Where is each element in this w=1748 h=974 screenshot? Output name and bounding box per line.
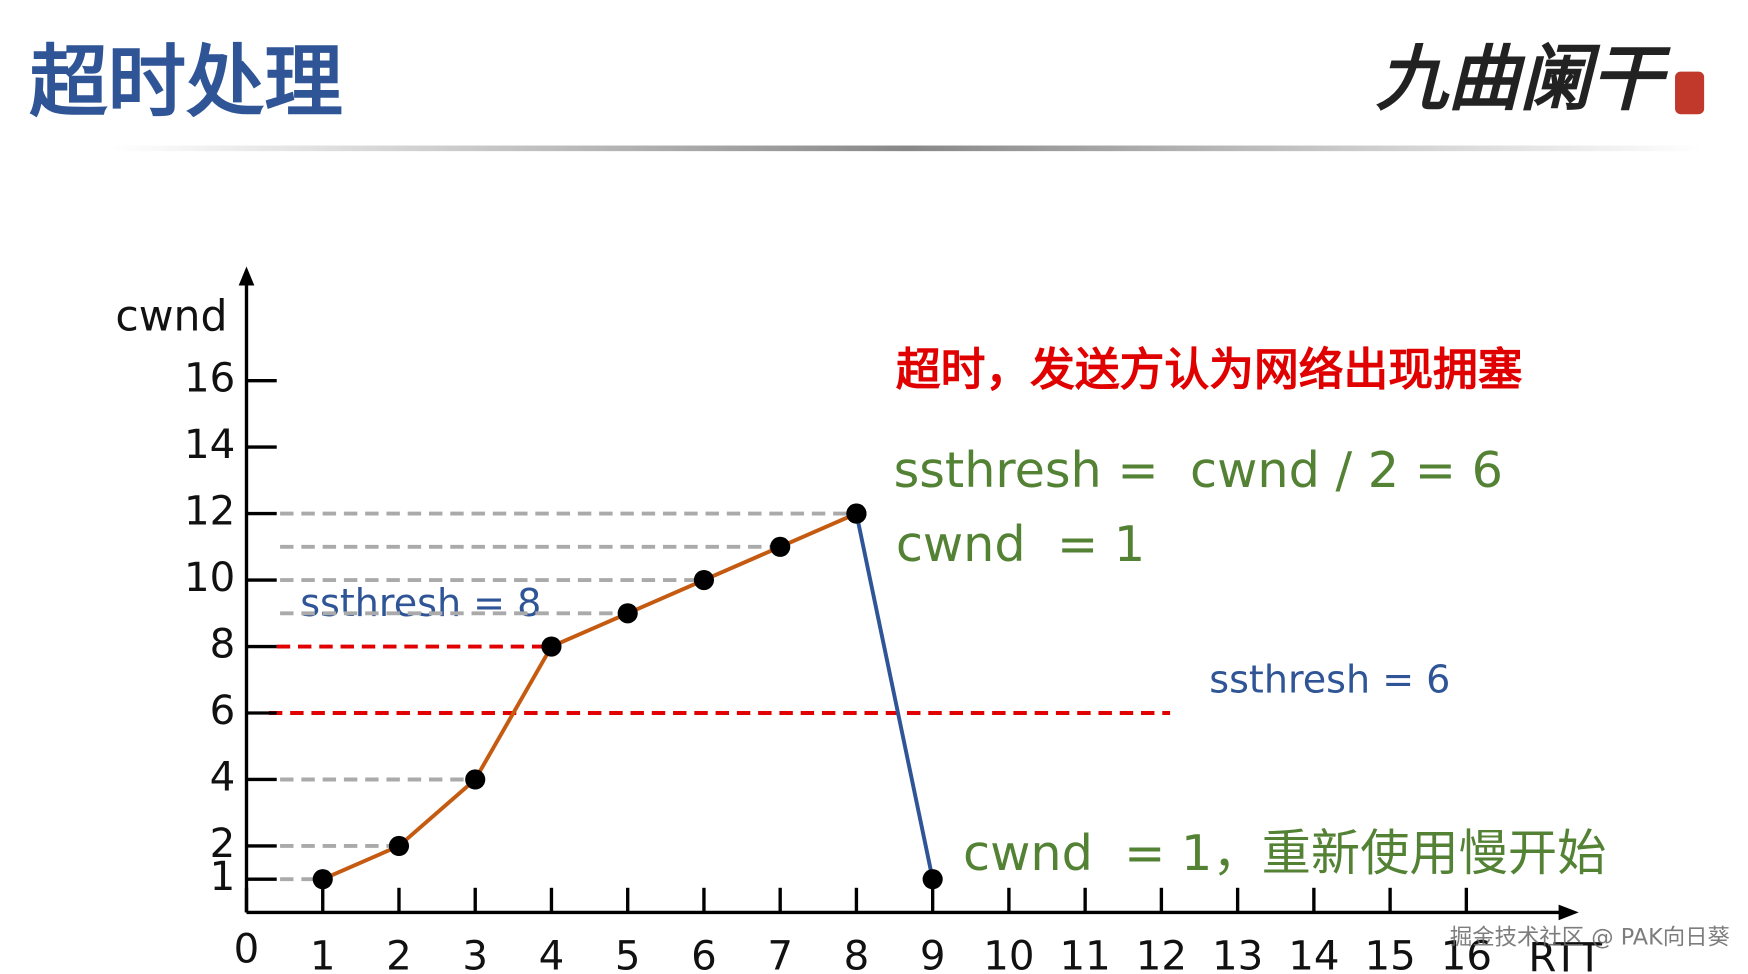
x-tick-label: 1 xyxy=(310,932,336,974)
slide-title: 超时处理 xyxy=(29,37,342,128)
data-point xyxy=(617,603,638,624)
seal xyxy=(1675,71,1705,115)
y-tick-label: 6 xyxy=(210,687,236,734)
x-arrow xyxy=(1558,904,1579,921)
x-tick-label: 15 xyxy=(1364,932,1415,974)
y-tick-label: 2 xyxy=(210,820,236,867)
data-point xyxy=(465,769,486,790)
x-tick-label: 4 xyxy=(539,932,565,974)
annotation: 超时，发送方认为网络出现拥塞 xyxy=(896,343,1523,396)
x-tick-label: 7 xyxy=(767,932,793,974)
title-rule xyxy=(112,145,1702,152)
threshold-label: ssthresh = 6 xyxy=(1209,657,1450,701)
y-tick-label: 12 xyxy=(184,488,235,535)
y-tick-label: 4 xyxy=(210,753,236,800)
x-tick-label: 13 xyxy=(1212,932,1263,974)
y-tick-label: 1 xyxy=(210,853,236,900)
x-tick-label: 2 xyxy=(386,932,412,974)
y-tick-label: 14 xyxy=(184,421,235,468)
series-line xyxy=(321,511,858,881)
x-tick-label: 8 xyxy=(844,932,870,974)
y-arrow xyxy=(238,266,255,286)
data-point xyxy=(693,569,715,591)
data-point xyxy=(770,536,791,557)
x-tick-label: 9 xyxy=(920,932,946,974)
watermark: 掘金技术社区 @ PAK向日葵 xyxy=(1450,925,1730,951)
data-point xyxy=(312,869,333,890)
series-line xyxy=(854,513,935,880)
y-axis-label: cwnd xyxy=(115,293,227,342)
logo: 九曲阑干 xyxy=(1376,37,1671,121)
annotation: cwnd = 1，重新使用慢开始 xyxy=(963,824,1606,882)
y-tick-label: 8 xyxy=(210,621,236,668)
x-tick-label: 0 xyxy=(234,926,260,973)
x-tick-label: 11 xyxy=(1060,932,1111,974)
x-tick-label: 6 xyxy=(691,932,717,974)
data-point xyxy=(388,835,410,857)
y-tick-label: 10 xyxy=(184,554,235,601)
data-point xyxy=(541,636,562,657)
x-tick-label: 16 xyxy=(1441,932,1492,974)
x-tick-label: 3 xyxy=(462,932,488,974)
x-tick-label: 14 xyxy=(1288,932,1339,974)
x-tick-label: 12 xyxy=(1136,932,1187,974)
x-tick-label: 10 xyxy=(983,932,1034,974)
x-tick-label: 5 xyxy=(615,932,641,974)
data-point xyxy=(846,503,867,524)
data-point xyxy=(922,869,943,890)
annotation: cwnd = 1 xyxy=(896,515,1145,573)
x-axis-label: RTT xyxy=(1528,935,1602,974)
y-tick-label: 16 xyxy=(184,355,235,402)
threshold-label: ssthresh = 8 xyxy=(300,581,541,625)
annotation: ssthresh = cwnd / 2 = 6 xyxy=(894,441,1503,499)
